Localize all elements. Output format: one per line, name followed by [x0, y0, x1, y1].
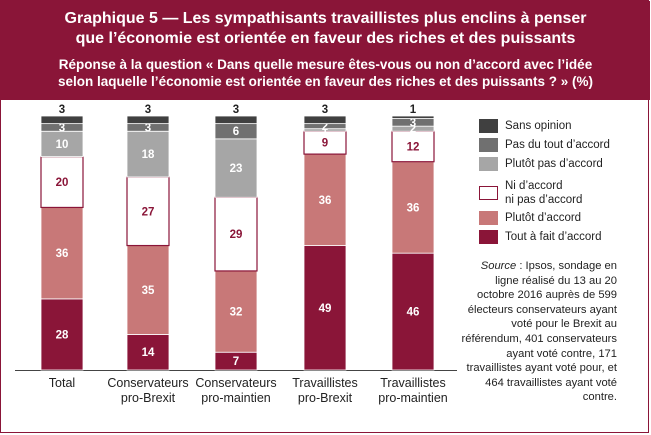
data-label: 36: [56, 248, 69, 260]
source-note: Source : Ipsos, sondage en ligne réalisé…: [460, 259, 617, 405]
legend-item: Plutôt d’accord: [479, 211, 581, 225]
category-label: Conservateurs: [107, 376, 188, 390]
data-label: 14: [142, 347, 155, 359]
legend-item: Pas du tout d’accord: [479, 138, 610, 152]
data-label: 23: [230, 163, 243, 175]
legend-swatch: [479, 157, 498, 171]
legend-swatch: [479, 230, 498, 244]
legend-swatch: [479, 138, 498, 152]
legend-label: Plutôt d’accord: [505, 211, 581, 225]
data-label: 29: [230, 229, 243, 241]
legend-item: Ni d’accord ni pas d’accord: [479, 179, 582, 207]
legend-label: Tout à fait d’accord: [505, 230, 602, 244]
legend-label-line: Tout à fait d’accord: [505, 230, 602, 244]
source-lead: Source: [481, 260, 516, 272]
legend-label-line: ni pas d’accord: [505, 193, 582, 207]
legend-label-line: Plutôt pas d’accord: [505, 157, 603, 171]
bar-segment: [304, 116, 346, 124]
legend-swatch: [479, 211, 498, 225]
data-label: 3: [322, 104, 328, 116]
bar-segment: [127, 116, 169, 124]
data-label: 32: [230, 307, 243, 319]
data-label: 46: [407, 307, 420, 319]
legend-label: Plutôt pas d’accord: [505, 157, 603, 171]
data-label: 3: [59, 104, 65, 116]
legend-label: Pas du tout d’accord: [505, 138, 610, 152]
legend-swatch: [479, 119, 498, 133]
data-label: 10: [56, 139, 69, 151]
data-label: 27: [142, 206, 155, 218]
category-label: Total: [49, 376, 75, 390]
data-label: 3: [145, 104, 151, 116]
data-label: 49: [319, 303, 332, 315]
legend-label-line: Pas du tout d’accord: [505, 138, 610, 152]
category-label: Conservateurs: [195, 376, 276, 390]
data-label: 36: [319, 195, 332, 207]
data-label: 3: [145, 122, 151, 134]
data-label: 3: [59, 122, 65, 134]
data-label: 1: [410, 104, 417, 116]
data-label: 35: [142, 285, 155, 297]
bar-segment: [41, 116, 83, 124]
data-label: 6: [233, 126, 239, 138]
data-label: 9: [322, 138, 328, 150]
bar-chart: 2836201033Total1435271833Conservateurspr…: [1, 1, 471, 434]
legend-label-line: Ni d’accord: [505, 179, 582, 193]
legend-swatch: [479, 186, 498, 200]
legend-label: Sans opinion: [505, 119, 572, 133]
category-label: Travaillistes: [380, 376, 446, 390]
source-text: : Ipsos, sondage en ligne réalisé du 13 …: [462, 260, 617, 403]
data-label: 7: [233, 356, 239, 368]
data-label: 18: [142, 149, 155, 161]
chart-frame: Graphique 5 — Les sympathisants travaill…: [0, 0, 649, 433]
category-label: pro-Brexit: [121, 391, 176, 405]
bar-segment: [392, 116, 434, 119]
legend-item: Plutôt pas d’accord: [479, 157, 603, 171]
legend-label-line: Sans opinion: [505, 119, 572, 133]
data-label: 3: [233, 104, 239, 116]
legend-label: Ni d’accord ni pas d’accord: [505, 179, 582, 207]
legend-item: Tout à fait d’accord: [479, 230, 602, 244]
data-label: 28: [56, 329, 69, 341]
category-label: pro-maintien: [201, 391, 271, 405]
category-label: pro-Brexit: [298, 391, 353, 405]
legend-item: Sans opinion: [479, 119, 572, 133]
data-label: 36: [407, 202, 420, 214]
category-label: pro-maintien: [378, 391, 448, 405]
legend-label-line: Plutôt d’accord: [505, 211, 581, 225]
category-label: Travaillistes: [292, 376, 358, 390]
data-label: 20: [56, 177, 69, 189]
data-label: 12: [407, 141, 420, 153]
bar-segment: [215, 116, 257, 124]
data-label: 3: [410, 117, 416, 129]
